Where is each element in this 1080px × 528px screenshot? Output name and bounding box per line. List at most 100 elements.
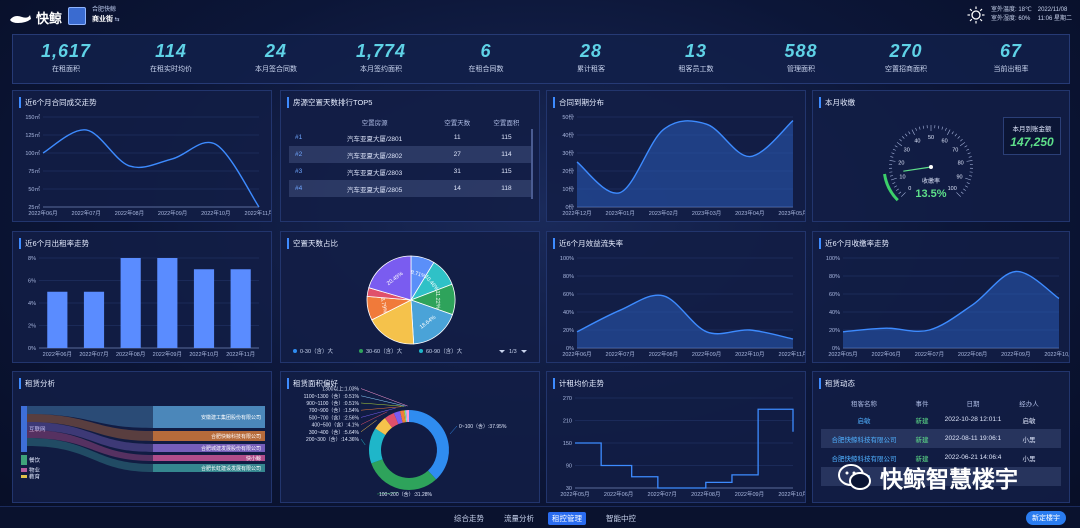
kpi-item: 67 当前出租率 — [966, 41, 1056, 74]
legend-label[interactable]: 60-90（含）大 — [426, 347, 463, 355]
gauge-tick — [896, 189, 898, 191]
gauge-tick — [899, 139, 901, 141]
x-tick-label: 2022年07月 — [72, 209, 101, 217]
gauge-tick — [956, 192, 960, 196]
kpi-label: 当前出租率 — [966, 64, 1056, 74]
bar[interactable] — [121, 258, 141, 348]
gauge-progress — [885, 174, 898, 200]
gauge-center — [929, 165, 933, 169]
sankey-node[interactable] — [21, 406, 27, 452]
footer-tab[interactable]: 智能中控 — [602, 512, 640, 525]
kpi-label: 空置招商面积 — [861, 64, 951, 74]
gauge-tick — [919, 127, 920, 130]
brand-logo[interactable]: 快鲸 — [8, 8, 62, 27]
kpi-value: 24 — [231, 41, 321, 62]
sankey-node[interactable] — [21, 475, 27, 478]
table-cell: #4 — [289, 185, 317, 192]
vacancy-pie-chart: 8.71%10.46%11.22%18.64%8.79%20.49%0-30（含… — [281, 232, 539, 362]
legend-next-icon[interactable] — [521, 350, 527, 353]
y-tick-label: 100% — [826, 256, 840, 262]
select-building-button[interactable]: 新定楼宇 — [1026, 511, 1066, 525]
x-tick-label: 2022年11月 — [245, 209, 271, 217]
donut-leader-line — [361, 439, 365, 445]
x-tick-label: 2022年06月 — [562, 350, 591, 358]
panel-title: 近6个月出租率走势 — [19, 238, 89, 249]
kpi-label: 在租合同数 — [441, 64, 531, 74]
y-tick-label: 150 — [563, 441, 572, 447]
donut-slice[interactable] — [409, 410, 449, 479]
gauge-tick — [965, 146, 968, 148]
gauge-tick — [942, 127, 943, 130]
area-fill — [577, 295, 793, 348]
gauge-tick — [967, 182, 970, 183]
bar[interactable] — [194, 269, 214, 348]
bar[interactable] — [157, 258, 177, 348]
x-tick-label: 2023年05月 — [778, 209, 805, 217]
footer-tab[interactable]: 租控管理 — [548, 512, 586, 525]
bar[interactable] — [231, 269, 251, 348]
panel-title: 本月收缴 — [819, 97, 855, 108]
donut-label: 500~700（含）:2.56% — [309, 414, 360, 421]
switch-icon[interactable]: ⇆ — [115, 17, 120, 23]
gauge-tick-label: 50 — [928, 135, 934, 141]
kpi-value: 67 — [966, 41, 1056, 62]
header-cell: 空置面积 — [482, 117, 531, 127]
x-tick-label: 2022年07月 — [606, 350, 635, 358]
series-line — [575, 409, 793, 488]
kpi-label: 租客员工数 — [651, 64, 741, 74]
gauge-tick — [960, 139, 962, 141]
bar[interactable] — [84, 292, 104, 348]
table-cell: 27 — [433, 151, 482, 158]
sankey-node[interactable] — [21, 468, 27, 472]
gauge-tick — [893, 149, 896, 150]
y-tick-label: 30份 — [562, 149, 574, 157]
donut-label: 700~900（含）:1.54% — [309, 407, 360, 414]
donut-slice[interactable] — [371, 459, 436, 490]
donut-slice[interactable] — [369, 429, 385, 464]
bar[interactable] — [47, 292, 67, 348]
donut-leader-line — [361, 420, 377, 432]
kpi-label: 在租面积 — [21, 64, 111, 74]
gauge-tick — [916, 128, 917, 131]
x-tick-label: 2022年08月 — [649, 350, 678, 358]
table-cell: 115 — [482, 168, 531, 175]
x-tick-label: 2023年01月 — [606, 209, 635, 217]
y-tick-label: 40% — [829, 310, 840, 316]
footer-tab[interactable]: 流量分析 — [500, 512, 538, 525]
scrollbar[interactable] — [531, 129, 533, 199]
panel-title: 租赁动态 — [819, 378, 855, 389]
whale-icon — [8, 11, 32, 25]
legend-label[interactable]: 30-60（含）大 — [366, 347, 403, 355]
legend-label[interactable]: 0-30（含）大 — [300, 347, 334, 355]
legend-prev-icon[interactable] — [499, 350, 505, 353]
x-tick-label: 2022年10月 — [189, 350, 218, 358]
footer-tab[interactable]: 综合走势 — [450, 512, 488, 525]
table-header: 空置房源空置天数空置面积 — [289, 115, 531, 129]
project-selector[interactable]: 合肥快鲸商业街 ⇆ — [68, 6, 120, 25]
sankey-node[interactable] — [21, 455, 27, 465]
table-cell: 14 — [433, 185, 482, 192]
table-cell: 合肥快鲸科技有限公司 — [821, 434, 907, 444]
kpi-label: 累计租客 — [546, 64, 636, 74]
x-tick-label: 2022年09月 — [1001, 350, 1030, 358]
table-cell: #3 — [289, 168, 317, 175]
gauge-tick — [967, 160, 973, 161]
x-tick-label: 2022年06月 — [28, 209, 57, 217]
panel-lease-analysis: 租赁分析 互联网餐饮物业教育安徽建工集团股份有限公司合肥快鲸科技有限公司合肥城建… — [12, 371, 272, 503]
